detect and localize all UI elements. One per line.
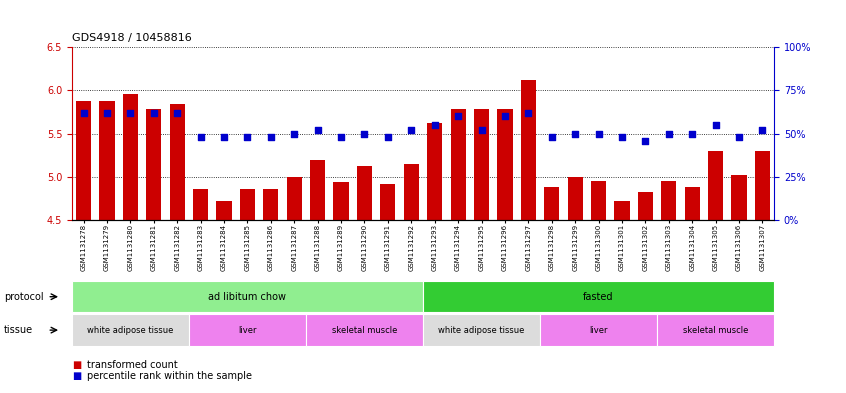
Text: tissue: tissue (4, 325, 33, 335)
Point (475, 127, 488, 133)
Point (288, 130, 301, 137)
Text: ■: ■ (72, 360, 81, 370)
Bar (123, 94, 138, 220)
Bar (684, 187, 700, 220)
Point (240, 134, 254, 140)
Bar (521, 80, 536, 220)
Text: liver: liver (590, 326, 607, 334)
Text: GDS4918 / 10458816: GDS4918 / 10458816 (72, 33, 192, 43)
Point (498, 113, 512, 119)
Bar (310, 160, 325, 220)
Text: white adipose tissue: white adipose tissue (87, 326, 173, 334)
Bar (217, 201, 232, 220)
Point (217, 134, 231, 140)
Point (358, 130, 371, 137)
Bar (193, 189, 208, 220)
Point (381, 134, 394, 140)
Point (709, 122, 722, 128)
Point (452, 113, 465, 119)
Bar (76, 101, 91, 220)
Bar (357, 165, 372, 220)
Bar (170, 104, 184, 220)
Bar (708, 151, 723, 220)
Bar (755, 151, 770, 220)
Text: skeletal muscle: skeletal muscle (683, 326, 748, 334)
Point (124, 110, 137, 116)
Bar (263, 189, 278, 220)
Point (311, 127, 325, 133)
Point (404, 127, 418, 133)
Bar (497, 109, 513, 220)
Bar (474, 109, 489, 220)
Text: ad libitum chow: ad libitum chow (208, 292, 287, 302)
Point (100, 110, 113, 116)
Text: protocol: protocol (4, 292, 44, 302)
Bar (100, 101, 114, 220)
Bar (427, 123, 442, 220)
Point (194, 134, 207, 140)
Point (569, 130, 582, 137)
Bar (287, 177, 302, 220)
Bar (240, 189, 255, 220)
Bar (591, 181, 606, 220)
Text: liver: liver (239, 326, 256, 334)
Text: percentile rank within the sample: percentile rank within the sample (87, 371, 252, 382)
Point (685, 130, 699, 137)
Point (147, 110, 161, 116)
Bar (333, 182, 349, 220)
Bar (451, 109, 465, 220)
Bar (568, 177, 583, 220)
Bar (404, 164, 419, 220)
Point (170, 110, 184, 116)
Point (662, 130, 675, 137)
Text: transformed count: transformed count (87, 360, 178, 370)
Bar (732, 175, 746, 220)
Point (591, 130, 605, 137)
Bar (544, 187, 559, 220)
Point (639, 138, 652, 144)
Bar (614, 201, 629, 220)
Point (428, 122, 442, 128)
Text: ■: ■ (72, 371, 81, 382)
Point (77, 110, 91, 116)
Point (733, 134, 746, 140)
Point (545, 134, 558, 140)
Point (521, 110, 536, 116)
Text: white adipose tissue: white adipose tissue (438, 326, 525, 334)
Bar (146, 109, 162, 220)
Text: skeletal muscle: skeletal muscle (332, 326, 397, 334)
Text: fasted: fasted (583, 292, 614, 302)
Bar (662, 181, 676, 220)
Point (264, 134, 277, 140)
Point (334, 134, 348, 140)
Point (755, 127, 769, 133)
Point (615, 134, 629, 140)
Bar (381, 184, 395, 220)
Bar (638, 191, 653, 220)
